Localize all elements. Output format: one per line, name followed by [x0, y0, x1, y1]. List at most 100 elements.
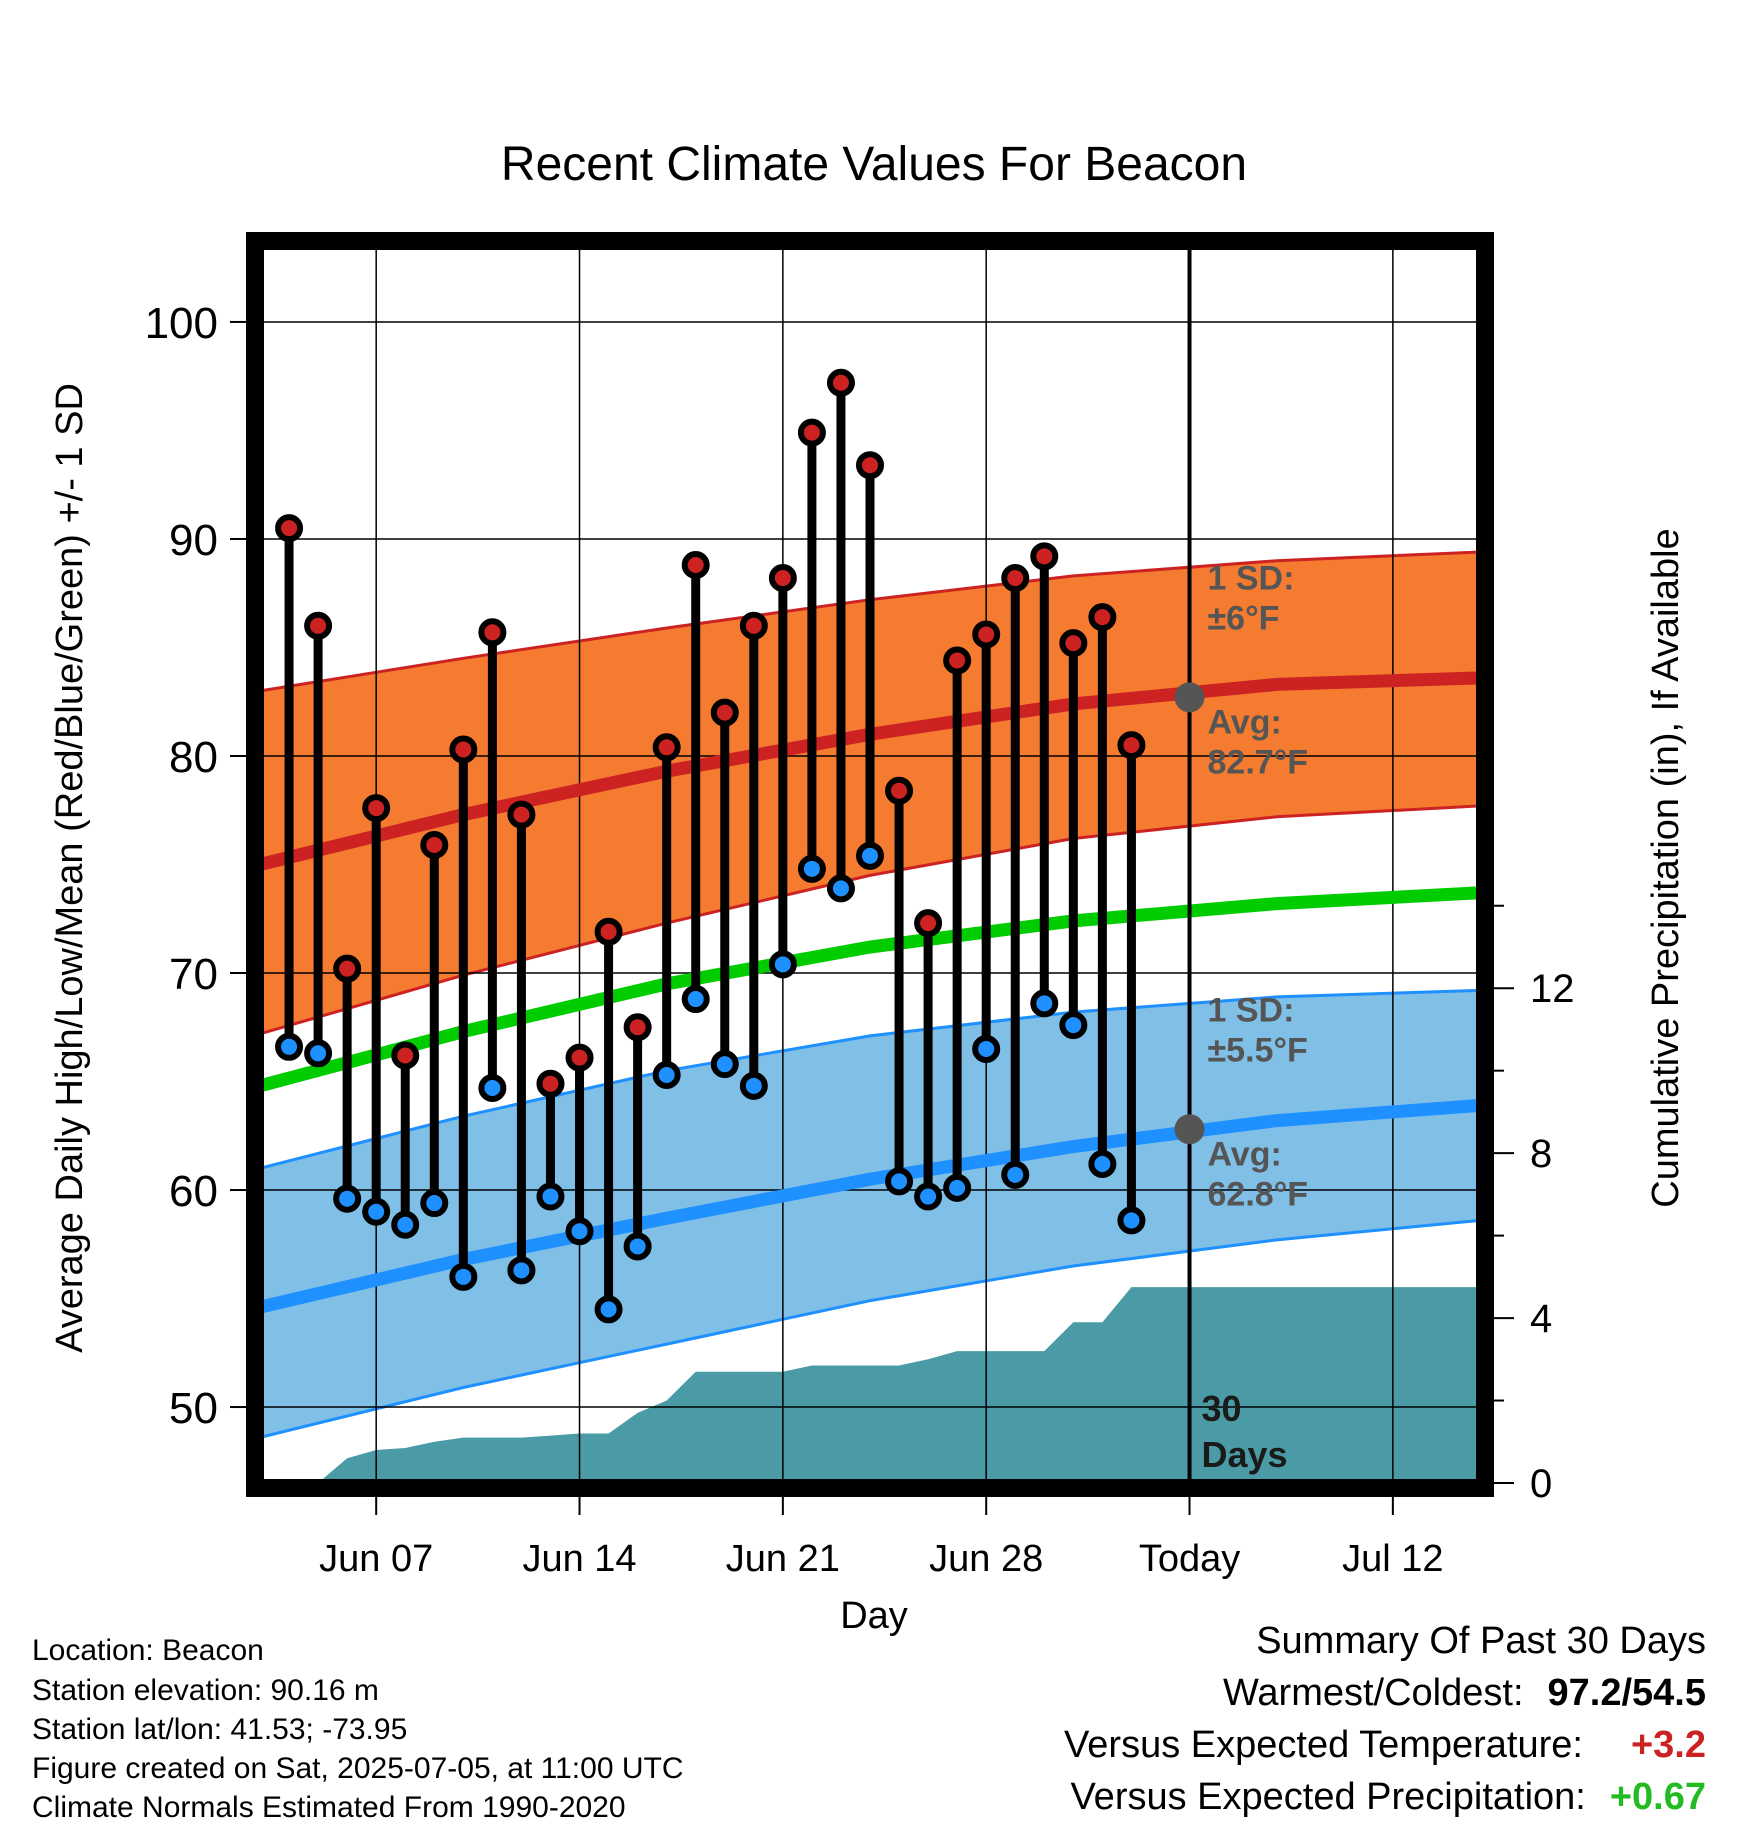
daily-high-point — [565, 1043, 594, 1072]
low-avg-marker — [1174, 1114, 1205, 1145]
daily-low-point — [507, 1256, 536, 1285]
x-tick-label: Today — [1139, 1538, 1240, 1580]
summary-warmest-value: 97.2/54.5 — [1547, 1672, 1706, 1714]
y2-axis-label: Cumulative Precipitation (in), If Availa… — [1645, 528, 1687, 1207]
y-tick-label: 70 — [169, 950, 218, 999]
daily-high-point — [710, 698, 739, 727]
y-tick-label: 90 — [169, 516, 218, 565]
high-sd-label: 1 SD: — [1208, 559, 1295, 597]
x-tick-label: Jun 21 — [726, 1538, 840, 1580]
summary-precip-label: Versus Expected Precipitation: — [1070, 1776, 1586, 1818]
daily-high-point — [1001, 564, 1030, 593]
daily-low-point — [1030, 989, 1059, 1018]
daily-high-point — [449, 735, 478, 764]
y2-tick-label: 12 — [1530, 967, 1575, 1011]
daily-high-point — [797, 418, 826, 447]
location-text: Location: Beacon — [32, 1634, 264, 1667]
normals-period-text: Climate Normals Estimated From 1990-2020 — [32, 1791, 626, 1824]
daily-low-point — [594, 1295, 623, 1324]
daily-low-point — [333, 1184, 362, 1213]
daily-low-point — [681, 985, 710, 1014]
daily-high-point — [275, 514, 304, 543]
low-sd-band — [260, 990, 1480, 1438]
low-annotation: 1 SD:±5.5°F Avg:62.8°F — [1174, 991, 1309, 1213]
low-sd-lower-line — [260, 1218, 1480, 1439]
daily-high-point — [1030, 542, 1059, 571]
low-avg-value: 62.8°F — [1208, 1175, 1309, 1213]
daily-high-point — [681, 551, 710, 580]
daily-low-point — [826, 874, 855, 903]
daily-low-point — [943, 1173, 972, 1202]
low-avg-label: Avg: — [1208, 1135, 1282, 1173]
elevation-text: Station elevation: 90.16 m — [32, 1674, 379, 1707]
daily-high-point — [943, 646, 972, 675]
daily-high-point — [972, 620, 1001, 649]
daily-low-point — [797, 854, 826, 883]
y2-tick-label: 8 — [1530, 1132, 1552, 1176]
daily-low-point — [478, 1074, 507, 1103]
daily-high-point — [856, 451, 884, 480]
x-tick-label: Jun 14 — [522, 1538, 636, 1580]
summary-temp-label: Versus Expected Temperature: — [1064, 1724, 1583, 1766]
low-sd-label: 1 SD: — [1208, 991, 1295, 1029]
x-axis-label: Day — [840, 1595, 908, 1637]
daily-low-point — [275, 1032, 304, 1061]
daily-high-point — [391, 1041, 420, 1070]
daily-high-point — [768, 564, 797, 593]
daily-high-point — [1059, 629, 1088, 658]
high-avg-label: Avg: — [1208, 703, 1282, 741]
daily-high-point — [507, 800, 536, 829]
summary-temp-row: Versus Expected Temperature: +3.2 — [1064, 1724, 1706, 1767]
summary-precip-value: +0.67 — [1609, 1776, 1706, 1818]
daily-high-point — [739, 611, 768, 640]
chart-title: Recent Climate Values For Beacon — [501, 138, 1247, 191]
x-tick-label: Jun 07 — [319, 1538, 433, 1580]
summary-warmest-label: Warmest/Coldest: — [1222, 1672, 1524, 1714]
daily-high-point — [362, 794, 391, 823]
daily-high-point — [1088, 603, 1117, 632]
daily-low-point — [449, 1262, 478, 1291]
precip-area — [260, 1287, 1480, 1483]
high-sd-value: ±6°F — [1208, 599, 1280, 637]
summary-warmest-row: Warmest/Coldest: 97.2/54.5 — [1223, 1672, 1706, 1715]
daily-high-point — [885, 776, 914, 805]
daily-low-point — [420, 1189, 449, 1218]
high-avg-value: 82.7°F — [1208, 743, 1309, 781]
daily-high-point — [536, 1069, 565, 1098]
daily-high-point — [594, 917, 623, 946]
x-tick-label: Jun 28 — [929, 1538, 1043, 1580]
daily-low-point — [1088, 1149, 1117, 1178]
summary-precip-row: Versus Expected Precipitation: +0.67 — [1070, 1776, 1706, 1819]
y2-tick-label: 0 — [1530, 1462, 1552, 1506]
daily-low-point — [391, 1210, 420, 1239]
daily-high-point — [420, 830, 449, 859]
high-avg-marker — [1174, 682, 1205, 713]
today-days-number: 30 — [1202, 1388, 1242, 1429]
daily-low-point — [362, 1197, 391, 1226]
daily-low-point — [652, 1061, 681, 1090]
high-annotation: 1 SD:±6°F Avg:82.7°F — [1174, 559, 1309, 781]
y-tick-label: 60 — [169, 1167, 218, 1216]
daily-high-point — [1117, 731, 1146, 760]
daily-high-point — [623, 1013, 652, 1042]
y-tick-label: 80 — [169, 733, 218, 782]
daily-low-point — [856, 841, 884, 870]
daily-low-point — [565, 1217, 594, 1246]
daily-low-point — [710, 1050, 739, 1079]
daily-high-point — [652, 733, 681, 762]
daily-low-point — [304, 1039, 333, 1068]
x-tick-label: Jul 12 — [1342, 1538, 1443, 1580]
daily-high-point — [826, 368, 855, 397]
low-sd-value: ±5.5°F — [1208, 1031, 1308, 1069]
plot-frame — [246, 232, 1494, 1497]
today-days-label: Days — [1202, 1434, 1288, 1475]
daily-low-point — [972, 1034, 1001, 1063]
daily-low-point — [739, 1071, 768, 1100]
summary-title: Summary Of Past 30 Days — [1256, 1620, 1706, 1662]
daily-low-point — [536, 1182, 565, 1211]
daily-high-point — [914, 909, 943, 938]
summary-temp-value: +3.2 — [1630, 1724, 1706, 1766]
